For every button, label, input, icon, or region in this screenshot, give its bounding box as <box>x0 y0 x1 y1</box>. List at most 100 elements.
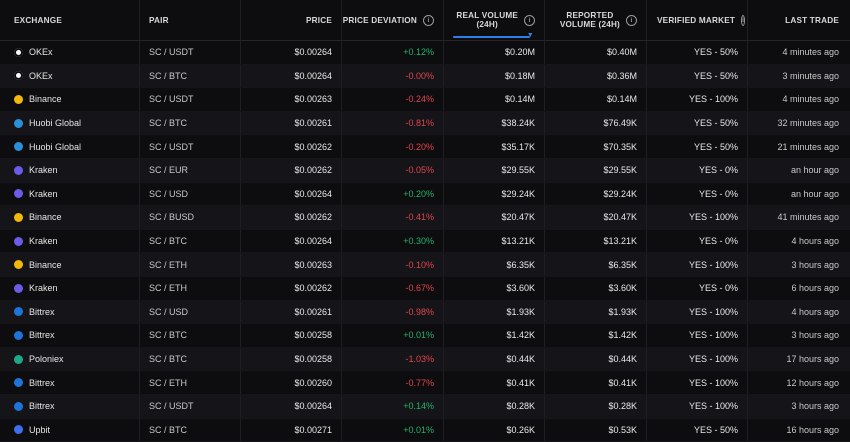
pair-name[interactable]: SC / BTC <box>149 425 187 435</box>
pair-cell[interactable]: SC / BTC <box>140 348 241 371</box>
exchange-cell[interactable]: Kraken <box>0 277 140 300</box>
pair-cell[interactable]: SC / USDT <box>140 41 241 64</box>
pair-name[interactable]: SC / ETH <box>149 260 187 270</box>
pair-cell[interactable]: SC / USD <box>140 301 241 324</box>
pair-name[interactable]: SC / USD <box>149 307 188 317</box>
table-row[interactable]: Upbit SC / BTC $0.00271 +0.01% $0.26K $0… <box>0 419 850 442</box>
table-row[interactable]: Poloniex SC / BTC $0.00258 -1.03% $0.44K… <box>0 348 850 372</box>
exchange-name[interactable]: Upbit <box>29 425 50 435</box>
table-row[interactable]: Kraken SC / USD $0.00264 +0.20% $29.24K … <box>0 183 850 207</box>
exchange-name[interactable]: Kraken <box>29 165 58 175</box>
verified-value: YES - 0% <box>699 236 738 246</box>
exchange-name[interactable]: Bittrex <box>29 401 55 411</box>
table-row[interactable]: Bittrex SC / BTC $0.00258 +0.01% $1.42K … <box>0 324 850 348</box>
pair-name[interactable]: SC / BTC <box>149 71 187 81</box>
exchange-cell[interactable]: Bittrex <box>0 324 140 347</box>
pair-name[interactable]: SC / BUSD <box>149 212 194 222</box>
pair-name[interactable]: SC / BTC <box>149 118 187 128</box>
exchange-name[interactable]: Huobi Global <box>29 118 81 128</box>
pair-name[interactable]: SC / USDT <box>149 47 194 57</box>
table-row[interactable]: Bittrex SC / USDT $0.00264 +0.14% $0.28K… <box>0 395 850 419</box>
pair-cell[interactable]: SC / BTC <box>140 324 241 347</box>
table-row[interactable]: Huobi Global SC / USDT $0.00262 -0.20% $… <box>0 135 850 159</box>
exchange-name[interactable]: OKEx <box>29 47 53 57</box>
pair-name[interactable]: SC / BTC <box>149 236 187 246</box>
exchange-cell[interactable]: Kraken <box>0 183 140 206</box>
pair-name[interactable]: SC / USD <box>149 189 188 199</box>
table-row[interactable]: Kraken SC / EUR $0.00262 -0.05% $29.55K … <box>0 159 850 183</box>
exchange-name[interactable]: Kraken <box>29 283 58 293</box>
header-verified-market[interactable]: VERIFIED MARKET i <box>647 0 748 40</box>
pair-cell[interactable]: SC / BTC <box>140 112 241 135</box>
table-row[interactable]: Bittrex SC / ETH $0.00260 -0.77% $0.41K … <box>0 371 850 395</box>
exchange-cell[interactable]: Upbit <box>0 419 140 442</box>
table-row[interactable]: Binance SC / BUSD $0.00262 -0.41% $20.47… <box>0 206 850 230</box>
exchange-name[interactable]: OKEx <box>29 71 53 81</box>
pair-name[interactable]: SC / EUR <box>149 165 188 175</box>
exchange-cell[interactable]: OKEx <box>0 41 140 64</box>
table-row[interactable]: Bittrex SC / USD $0.00261 -0.98% $1.93K … <box>0 301 850 325</box>
info-icon[interactable]: i <box>626 15 637 26</box>
exchange-name[interactable]: Binance <box>29 212 62 222</box>
table-row[interactable]: OKEx SC / USDT $0.00264 +0.12% $0.20M $0… <box>0 41 850 65</box>
info-icon[interactable]: i <box>423 15 434 26</box>
table-row[interactable]: Binance SC / USDT $0.00263 -0.24% $0.14M… <box>0 88 850 112</box>
exchange-name[interactable]: Kraken <box>29 236 58 246</box>
header-exchange[interactable]: EXCHANGE <box>0 0 140 40</box>
exchange-name[interactable]: Poloniex <box>29 354 64 364</box>
pair-name[interactable]: SC / ETH <box>149 378 187 388</box>
exchange-cell[interactable]: OKEx <box>0 65 140 88</box>
exchange-name[interactable]: Bittrex <box>29 330 55 340</box>
exchange-name[interactable]: Binance <box>29 94 62 104</box>
pair-cell[interactable]: SC / USDT <box>140 395 241 418</box>
table-row[interactable]: OKEx SC / BTC $0.00264 -0.00% $0.18M $0.… <box>0 65 850 89</box>
exchange-name[interactable]: Huobi Global <box>29 142 81 152</box>
exchange-cell[interactable]: Bittrex <box>0 301 140 324</box>
header-last-trade[interactable]: LAST TRADE <box>748 0 850 40</box>
exchange-cell[interactable]: Huobi Global <box>0 135 140 158</box>
exchange-cell[interactable]: Binance <box>0 206 140 229</box>
pair-name[interactable]: SC / BTC <box>149 330 187 340</box>
pair-name[interactable]: SC / USDT <box>149 94 194 104</box>
exchange-name[interactable]: Bittrex <box>29 307 55 317</box>
pair-cell[interactable]: SC / ETH <box>140 371 241 394</box>
header-reported-volume[interactable]: REPORTED VOLUME (24H) i <box>545 0 647 40</box>
info-icon[interactable]: i <box>524 15 535 26</box>
exchange-cell[interactable]: Kraken <box>0 159 140 182</box>
exchange-cell[interactable]: Huobi Global <box>0 112 140 135</box>
pair-name[interactable]: SC / BTC <box>149 354 187 364</box>
info-icon[interactable]: i <box>741 15 745 26</box>
reported-volume-cell: $0.36M <box>545 65 647 88</box>
pair-cell[interactable]: SC / USDT <box>140 88 241 111</box>
exchange-cell[interactable]: Binance <box>0 253 140 276</box>
exchange-cell[interactable]: Binance <box>0 88 140 111</box>
table-row[interactable]: Kraken SC / BTC $0.00264 +0.30% $13.21K … <box>0 230 850 254</box>
exchange-cell[interactable]: Bittrex <box>0 395 140 418</box>
exchange-name[interactable]: Kraken <box>29 189 58 199</box>
pair-cell[interactable]: SC / BTC <box>140 65 241 88</box>
pair-cell[interactable]: SC / ETH <box>140 253 241 276</box>
header-price[interactable]: PRICE <box>241 0 342 40</box>
header-price-deviation[interactable]: PRICE DEVIATION i <box>342 0 444 40</box>
pair-cell[interactable]: SC / BTC <box>140 230 241 253</box>
exchange-name[interactable]: Binance <box>29 260 62 270</box>
header-pair[interactable]: PAIR <box>140 0 241 40</box>
pair-name[interactable]: SC / ETH <box>149 283 187 293</box>
pair-cell[interactable]: SC / USD <box>140 183 241 206</box>
exchange-name[interactable]: Bittrex <box>29 378 55 388</box>
table-row[interactable]: Huobi Global SC / BTC $0.00261 -0.81% $3… <box>0 112 850 136</box>
pair-cell[interactable]: SC / ETH <box>140 277 241 300</box>
deviation-value: +0.14% <box>403 401 434 411</box>
pair-cell[interactable]: SC / BTC <box>140 419 241 442</box>
pair-name[interactable]: SC / USDT <box>149 401 194 411</box>
pair-cell[interactable]: SC / EUR <box>140 159 241 182</box>
pair-name[interactable]: SC / USDT <box>149 142 194 152</box>
pair-cell[interactable]: SC / USDT <box>140 135 241 158</box>
header-real-volume[interactable]: REAL VOLUME (24H) i ▼ <box>444 0 545 40</box>
exchange-cell[interactable]: Kraken <box>0 230 140 253</box>
exchange-cell[interactable]: Poloniex <box>0 348 140 371</box>
pair-cell[interactable]: SC / BUSD <box>140 206 241 229</box>
table-row[interactable]: Binance SC / ETH $0.00263 -0.10% $6.35K … <box>0 253 850 277</box>
table-row[interactable]: Kraken SC / ETH $0.00262 -0.67% $3.60K $… <box>0 277 850 301</box>
exchange-cell[interactable]: Bittrex <box>0 371 140 394</box>
